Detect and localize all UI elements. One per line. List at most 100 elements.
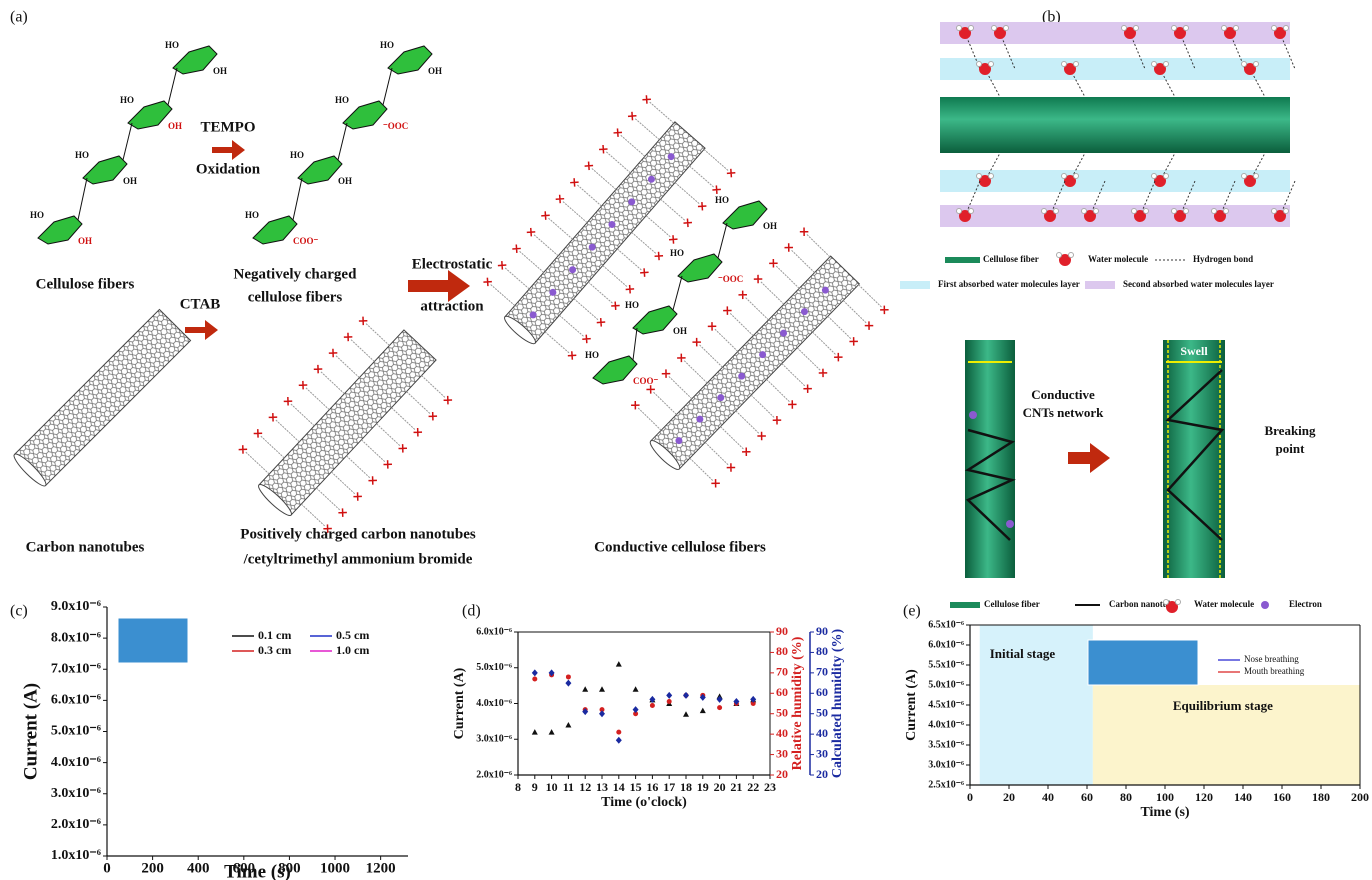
- y2-tick-label: 60: [776, 685, 788, 699]
- chem-label: OH: [673, 326, 687, 336]
- y-tick-label: 6.0x10⁻⁶: [928, 639, 964, 650]
- step-label: attraction: [420, 298, 484, 314]
- legend-label: Water molecule: [1194, 599, 1254, 609]
- y-axis-label: Current (A): [452, 667, 467, 739]
- hydrogen: [969, 209, 974, 214]
- y-tick-label: 8.0x10⁻⁶: [51, 630, 101, 645]
- ctab-chain: [828, 316, 851, 338]
- step-label: CTAB: [180, 296, 221, 312]
- y2-tick-label: 80: [776, 644, 788, 658]
- y2-tick-label: 90: [776, 624, 788, 638]
- nanotube-wall: [14, 309, 190, 485]
- point: [565, 680, 571, 687]
- chem-label: HO: [165, 40, 179, 50]
- hydrogen: [1144, 209, 1149, 214]
- x-tick-label: 140: [1234, 790, 1252, 804]
- ctab-chain: [776, 266, 799, 288]
- legend-label: 0.3 cm: [258, 643, 291, 657]
- ctab-chain: [654, 392, 677, 414]
- x-tick-label: 160: [1273, 790, 1291, 804]
- x-tick-label: 15: [630, 780, 642, 794]
- hydrogen: [1074, 62, 1079, 67]
- hydrogen: [969, 26, 974, 31]
- hydrogen: [1242, 62, 1247, 67]
- ctab-chain: [704, 149, 728, 170]
- hydrogen: [1074, 174, 1079, 179]
- ctab-chain: [361, 440, 384, 462]
- x-tick-label: 18: [680, 780, 692, 794]
- hydrogen: [1057, 253, 1062, 258]
- x-tick-label: 120: [1195, 790, 1213, 804]
- hydrogen: [1254, 174, 1259, 179]
- y-tick-label: 5.0x10⁻⁶: [476, 662, 512, 673]
- ctab-chain: [632, 232, 656, 253]
- ctab-chain: [592, 168, 616, 189]
- ctab-chain: [246, 452, 269, 474]
- glucose-ring: [678, 254, 722, 282]
- ctab-chain: [505, 268, 529, 289]
- y2-tick-label: 50: [776, 705, 788, 719]
- x-tick-label: 21: [730, 780, 742, 794]
- ctab-chain: [751, 395, 774, 417]
- x-tick-label: 400: [187, 860, 210, 876]
- bond: [718, 223, 727, 258]
- hydrogen: [1272, 26, 1277, 31]
- ctab-chain: [422, 376, 445, 398]
- ctab-chain: [559, 315, 583, 336]
- y3-tick-label: 30: [816, 746, 828, 760]
- x-tick-label: 22: [747, 780, 759, 794]
- point: [717, 696, 723, 703]
- x-tick-label: 1000: [320, 860, 350, 876]
- y-tick-label: 1.0x10⁻⁶: [51, 848, 101, 863]
- x-axis-label: Time (s): [1140, 805, 1189, 820]
- bond: [123, 123, 132, 160]
- point: [700, 708, 706, 714]
- ctab-chain: [736, 411, 759, 433]
- ctab-chain: [797, 348, 820, 370]
- x-tick-label: 180: [1312, 790, 1330, 804]
- panel-label: (c): [10, 603, 28, 620]
- nanotube: [619, 228, 888, 500]
- ctab-chain: [603, 266, 627, 287]
- y-tick-label: 7.0x10⁻⁶: [51, 661, 101, 676]
- point: [633, 686, 639, 692]
- panel-label: (d): [462, 603, 481, 620]
- chem-label: HO: [120, 95, 134, 105]
- ctab-chain: [301, 504, 324, 526]
- hydrogen: [1176, 600, 1181, 605]
- ctab-chain: [782, 364, 805, 386]
- point: [616, 661, 622, 667]
- ctab-chain: [336, 356, 359, 378]
- x-tick-label: 1200: [366, 860, 396, 876]
- hydrogen: [1184, 209, 1189, 214]
- point: [599, 686, 605, 692]
- ctab-chain: [700, 345, 723, 367]
- hydrogen: [1132, 209, 1137, 214]
- ctab-chain: [661, 199, 685, 220]
- y3-tick-label: 80: [816, 644, 828, 658]
- hydrogen: [1094, 209, 1099, 214]
- hydrogen: [992, 26, 997, 31]
- y-tick-label: 2.0x10⁻⁶: [476, 769, 512, 780]
- inset-photo: [118, 618, 188, 663]
- y-tick-label: 4.0x10⁻⁶: [476, 698, 512, 709]
- y-tick-label: 5.0x10⁻⁶: [51, 724, 101, 739]
- hydrogen: [1062, 174, 1067, 179]
- y3-tick-label: 20: [816, 767, 828, 781]
- nanotube: [227, 303, 465, 545]
- chem-label: HO: [380, 40, 394, 50]
- arrow: [185, 320, 218, 340]
- legend-label: Hydrogen bond: [1193, 254, 1253, 264]
- y-tick-label: 4.0x10⁻⁶: [928, 719, 964, 730]
- legend-label: Mouth breathing: [1244, 666, 1305, 676]
- bond: [168, 68, 177, 105]
- electron: [1006, 520, 1014, 528]
- x-tick-label: 19: [697, 780, 709, 794]
- y-axis-label: Current (A): [20, 683, 41, 780]
- hydrogen: [1082, 209, 1087, 214]
- hydrogen: [977, 62, 982, 67]
- region-label: Initial stage: [990, 646, 1056, 661]
- x-tick-label: 9: [532, 780, 538, 794]
- cellulose-fiber: [965, 340, 1015, 578]
- legend-label: 1.0 cm: [336, 643, 369, 657]
